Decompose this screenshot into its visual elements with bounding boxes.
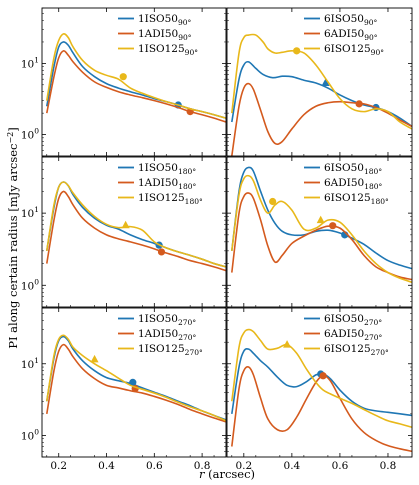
series-line-iso125 bbox=[231, 174, 412, 284]
legend-entry: 6ISO50180° bbox=[324, 162, 382, 176]
series-group bbox=[45, 334, 226, 423]
panel-row1-left: 100 101 1ISO5090°1ADI5090°1ISO12590° bbox=[21, 7, 227, 157]
legend-entry: 6ISO50270° bbox=[324, 313, 382, 327]
circle-marker bbox=[293, 47, 301, 55]
triangle-marker bbox=[121, 220, 130, 229]
legend-entry: 6ADI50180° bbox=[324, 177, 383, 191]
panel-row2-left: 100 101 1ISO50180°1ADI50180°1ISO125180° bbox=[21, 156, 227, 308]
legend-entry: 1ISO50270° bbox=[138, 313, 196, 327]
legend-entry: 1ADI5090° bbox=[138, 28, 192, 42]
y-tick-label: 100 bbox=[21, 277, 39, 292]
panel-row2-right: 6ISO50180°6ADI50180°6ISO125180° bbox=[226, 156, 413, 308]
series-line-adi50 bbox=[231, 192, 412, 281]
legend-entry: 6ADI5090° bbox=[324, 28, 378, 42]
circle-marker bbox=[269, 197, 277, 206]
y-tick-label: 100 bbox=[21, 127, 39, 142]
circle-marker bbox=[319, 372, 327, 380]
triangle-marker bbox=[321, 78, 330, 87]
triangle-marker bbox=[90, 354, 99, 363]
y-tick-label: 101 bbox=[21, 55, 39, 70]
legend-entry: 6ADI50270° bbox=[324, 328, 383, 342]
series-line-iso50 bbox=[231, 166, 412, 270]
series-line-iso50 bbox=[45, 41, 226, 119]
panel-frame bbox=[41, 7, 227, 157]
y-tick-label: 100 bbox=[21, 427, 39, 442]
panel-row3-right: 0.2 0.4 0.6 0.8 6ISO50270°6ADI50270°6ISO1252… bbox=[226, 307, 413, 472]
y-tick-label: 101 bbox=[21, 356, 39, 371]
series-group bbox=[45, 181, 226, 272]
panel-row1-right: 6ISO5090°6ADI5090°6ISO12590° bbox=[226, 7, 413, 157]
series-line-iso125 bbox=[45, 334, 226, 422]
series-group bbox=[45, 32, 226, 123]
x-tick-label: 0.8 bbox=[194, 460, 211, 472]
panel-row3-left: 0.2 0.4 0.6 0.8 100 101 1ISO50270°1ADI50270°1I… bbox=[21, 307, 227, 472]
legend: 1ISO50270°1ADI50270°1ISO125270° bbox=[118, 313, 203, 357]
x-tick-label: 0.6 bbox=[332, 460, 349, 472]
panel-frame bbox=[226, 7, 413, 157]
series-line-iso125 bbox=[45, 32, 226, 119]
legend-entry: 1ISO12590° bbox=[138, 43, 198, 57]
series-group bbox=[231, 166, 412, 284]
x-axis-label: r (arcsec) bbox=[199, 467, 255, 481]
x-tick-label: 0.6 bbox=[146, 460, 163, 472]
x-tick-label: 0.8 bbox=[380, 460, 397, 472]
triangle-marker bbox=[316, 215, 325, 224]
panel-frame bbox=[41, 307, 227, 458]
legend: 6ISO50180°6ADI50180°6ISO125180° bbox=[304, 162, 389, 206]
series-line-adi50 bbox=[45, 190, 226, 272]
legend-entry: 6ISO5090° bbox=[324, 13, 378, 27]
legend-entry: 1ADI50270° bbox=[138, 328, 197, 342]
circle-marker bbox=[355, 100, 363, 108]
x-tick-label: 0.4 bbox=[98, 460, 115, 472]
series-group bbox=[231, 33, 412, 156]
legend-entry: 1ADI50180° bbox=[138, 177, 197, 191]
legend-entry: 1ISO125180° bbox=[138, 192, 203, 206]
circle-marker bbox=[329, 222, 337, 230]
legend-entry: 6ISO125270° bbox=[324, 343, 389, 357]
series-line-adi50 bbox=[231, 366, 412, 453]
legend: 6ISO50270°6ADI50270°6ISO125270° bbox=[304, 313, 389, 357]
circle-marker bbox=[119, 73, 127, 81]
series-line-iso50 bbox=[231, 60, 412, 128]
panel-frame bbox=[226, 156, 413, 308]
series-line-adi50 bbox=[231, 82, 412, 156]
panel-frame bbox=[226, 307, 413, 458]
circle-marker bbox=[129, 378, 137, 386]
series-line-iso125 bbox=[45, 181, 226, 268]
x-tick-label: 0.4 bbox=[284, 460, 301, 472]
series-line-iso50 bbox=[45, 335, 226, 421]
triangle-marker bbox=[283, 340, 292, 348]
legend-entry: 1ISO5090° bbox=[138, 13, 192, 27]
legend-entry: 1ISO50180° bbox=[138, 162, 196, 176]
panel-frame bbox=[41, 156, 227, 308]
series-line-iso125 bbox=[231, 328, 412, 429]
legend-entry: 1ISO125270° bbox=[138, 343, 203, 357]
circle-marker bbox=[157, 248, 166, 256]
legend-entry: 6ISO12590° bbox=[324, 43, 384, 57]
x-tick-label: 0.2 bbox=[50, 460, 67, 472]
y-tick-label: 101 bbox=[21, 205, 39, 220]
legend-entry: 6ISO125180° bbox=[324, 192, 389, 206]
x-tick-label: 0.2 bbox=[235, 460, 252, 472]
series-line-adi50 bbox=[45, 343, 226, 423]
y-axis-label: PI along certain radius [mJy arcsec−2] bbox=[6, 127, 20, 349]
legend: 6ISO5090°6ADI5090°6ISO12590° bbox=[304, 13, 384, 57]
series-line-iso125 bbox=[231, 33, 412, 130]
series-group bbox=[231, 328, 412, 453]
legend: 1ISO5090°1ADI5090°1ISO12590° bbox=[118, 13, 198, 57]
series-line-iso50 bbox=[231, 348, 412, 417]
legend: 1ISO50180°1ADI50180°1ISO125180° bbox=[118, 162, 203, 206]
